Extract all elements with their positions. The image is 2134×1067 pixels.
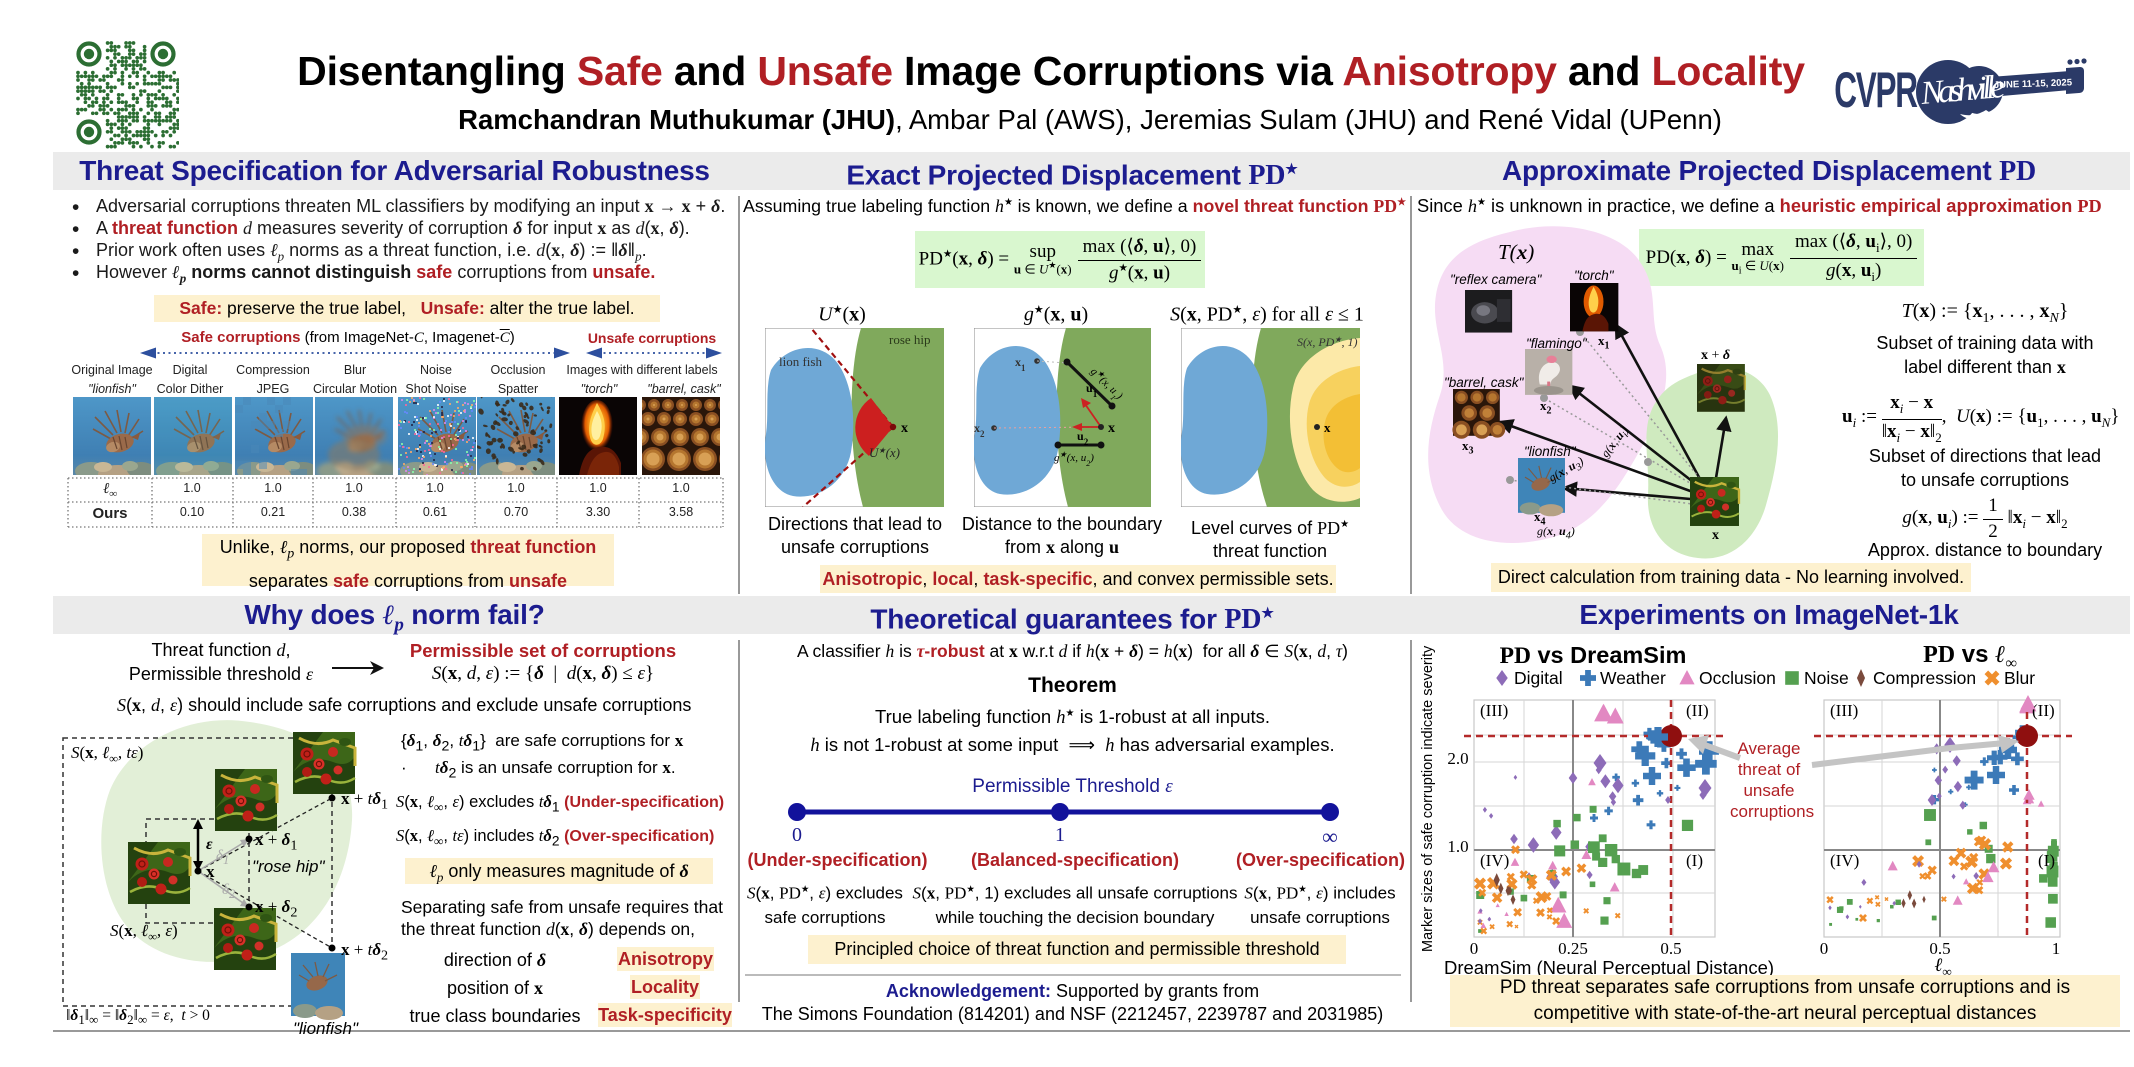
svg-text:rose hip: rose hip xyxy=(889,332,931,347)
svg-text:JUNE 11-15, 2025: JUNE 11-15, 2025 xyxy=(1994,77,2073,91)
svg-text:S(x, PD★, 1): S(x, PD★, 1) xyxy=(1297,335,1358,350)
svg-text:u2: u2 xyxy=(1077,429,1089,447)
svg-text:(II): (II) xyxy=(2032,701,2055,720)
svg-text:(I): (I) xyxy=(2038,851,2055,870)
svg-text:lion fish: lion fish xyxy=(779,354,822,369)
svg-text:(IV): (IV) xyxy=(1480,851,1509,870)
svg-text:(II): (II) xyxy=(1686,701,1709,720)
svg-text:Occlusion: Occlusion xyxy=(1699,668,1776,688)
svg-text:Digital: Digital xyxy=(1514,668,1563,688)
svg-text:Weather: Weather xyxy=(1600,668,1666,688)
svg-text:Noise: Noise xyxy=(1804,668,1849,688)
svg-text:x: x xyxy=(1324,420,1331,435)
svg-text:(IV): (IV) xyxy=(1830,851,1859,870)
svg-text:(III): (III) xyxy=(1830,701,1858,720)
svg-text:Nashville: Nashville xyxy=(1919,69,2007,112)
svg-text:(III): (III) xyxy=(1480,701,1508,720)
svg-text:Blur: Blur xyxy=(2004,668,2035,688)
svg-text:Compression: Compression xyxy=(1873,668,1976,688)
svg-text:x2: x2 xyxy=(974,421,985,439)
svg-text:x1: x1 xyxy=(1015,355,1026,373)
svg-text:x: x xyxy=(1108,421,1115,436)
svg-text:U★(x): U★(x) xyxy=(869,445,900,460)
svg-text:CVPR: CVPR xyxy=(1834,62,1918,118)
svg-text:x: x xyxy=(901,421,908,436)
svg-text:(I): (I) xyxy=(1686,851,1703,870)
svg-text:u1: u1 xyxy=(1086,381,1098,399)
